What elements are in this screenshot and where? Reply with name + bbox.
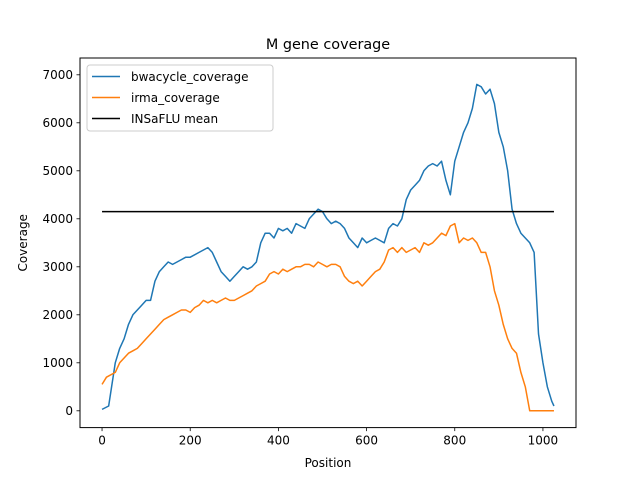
legend-label-0: bwacycle_coverage <box>131 70 249 84</box>
y-tick-label-7: 7000 <box>42 68 73 82</box>
y-tick-label-0: 0 <box>65 404 73 418</box>
y-tick-label-3: 3000 <box>42 260 73 274</box>
x-tick-label-5: 1000 <box>528 434 559 448</box>
legend-label-1: irma_coverage <box>131 91 220 105</box>
legend-label-2: INSaFLU mean <box>131 112 218 126</box>
series-line-0 <box>101 83 555 411</box>
legend: bwacycle_coverage irma_coverage INSaFLU me… <box>86 64 274 132</box>
x-tick-label-2: 400 <box>267 434 290 448</box>
y-tick-label-2: 2000 <box>42 308 73 322</box>
axes-layer: 0 200 400 600 800 1000 0 1000 2000 3000 4000 5000 60… <box>42 68 558 448</box>
y-tick-label-6: 6000 <box>42 116 73 130</box>
y-axis-label: Coverage <box>16 214 30 271</box>
y-tick-label-5: 5000 <box>42 164 73 178</box>
x-tick-label-1: 200 <box>179 434 202 448</box>
x-axis-label: Position <box>305 456 352 470</box>
plot-frame <box>79 57 577 429</box>
chart-title: M gene coverage <box>266 37 390 53</box>
series-layer <box>101 83 555 412</box>
x-tick-label-0: 0 <box>98 434 106 448</box>
x-tick-label-4: 800 <box>443 434 466 448</box>
x-tick-label-3: 600 <box>355 434 378 448</box>
legend-box <box>86 64 274 132</box>
y-tick-label-1: 1000 <box>42 356 73 370</box>
series-line-1 <box>101 222 554 412</box>
y-tick-label-4: 4000 <box>42 212 73 226</box>
